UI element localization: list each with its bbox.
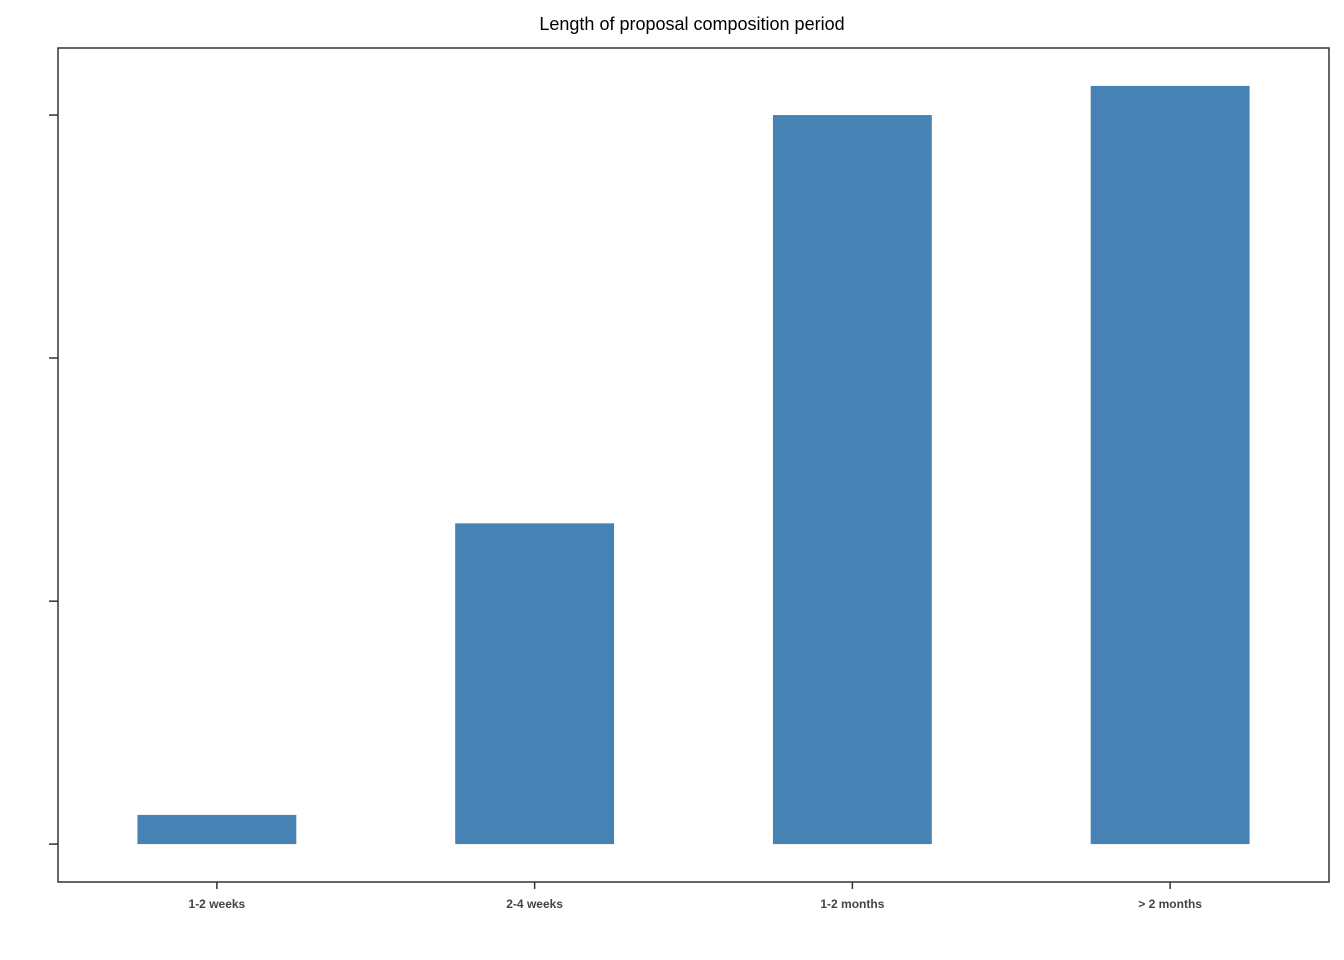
plot-area-frame	[57, 47, 1330, 883]
x-tick-label: 1-2 months	[820, 897, 884, 911]
x-tick-label: 2-4 weeks	[506, 897, 563, 911]
x-axis-tick-labels: 1-2 weeks 2-4 weeks 1-2 months > 2 months	[189, 897, 1203, 911]
x-tick-label: 1-2 weeks	[189, 897, 246, 911]
bar	[1090, 85, 1250, 845]
bar	[137, 814, 297, 845]
bar	[772, 115, 932, 845]
bar	[455, 523, 615, 845]
chart-title: Length of proposal composition period	[539, 14, 844, 34]
x-tick-label: > 2 months	[1138, 897, 1202, 911]
x-axis-ticks	[216, 882, 1171, 889]
y-axis-ticks	[49, 114, 58, 845]
bars	[137, 85, 1250, 845]
